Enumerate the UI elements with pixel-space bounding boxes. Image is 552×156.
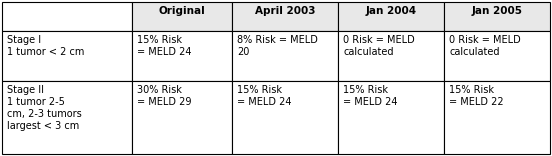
Text: Original: Original: [158, 6, 205, 16]
Text: 15% Risk
= MELD 24: 15% Risk = MELD 24: [343, 85, 397, 107]
Bar: [232, 31, 338, 81]
Text: 15% Risk
= MELD 24: 15% Risk = MELD 24: [237, 85, 291, 107]
Bar: [2, 31, 132, 81]
Bar: [132, 2, 232, 31]
Bar: [2, 81, 132, 154]
Text: April 2003: April 2003: [255, 6, 315, 16]
Bar: [132, 81, 232, 154]
Text: 0 Risk = MELD
calculated: 0 Risk = MELD calculated: [449, 35, 521, 57]
Bar: [444, 81, 550, 154]
Text: Jan 2004: Jan 2004: [365, 6, 417, 16]
Bar: [2, 2, 132, 31]
Bar: [338, 31, 444, 81]
Text: Jan 2005: Jan 2005: [471, 6, 523, 16]
Text: 15% Risk
= MELD 22: 15% Risk = MELD 22: [449, 85, 503, 107]
Bar: [232, 2, 338, 31]
Bar: [444, 2, 550, 31]
Bar: [444, 31, 550, 81]
Bar: [132, 31, 232, 81]
Text: Stage II
1 tumor 2-5
cm, 2-3 tumors
largest < 3 cm: Stage II 1 tumor 2-5 cm, 2-3 tumors larg…: [7, 85, 82, 131]
Text: Stage I
1 tumor < 2 cm: Stage I 1 tumor < 2 cm: [7, 35, 84, 57]
Text: 0 Risk = MELD
calculated: 0 Risk = MELD calculated: [343, 35, 415, 57]
Bar: [338, 81, 444, 154]
Bar: [232, 81, 338, 154]
Bar: [338, 2, 444, 31]
Text: 30% Risk
= MELD 29: 30% Risk = MELD 29: [137, 85, 192, 107]
Text: 15% Risk
= MELD 24: 15% Risk = MELD 24: [137, 35, 192, 57]
Text: 8% Risk = MELD
20: 8% Risk = MELD 20: [237, 35, 318, 57]
